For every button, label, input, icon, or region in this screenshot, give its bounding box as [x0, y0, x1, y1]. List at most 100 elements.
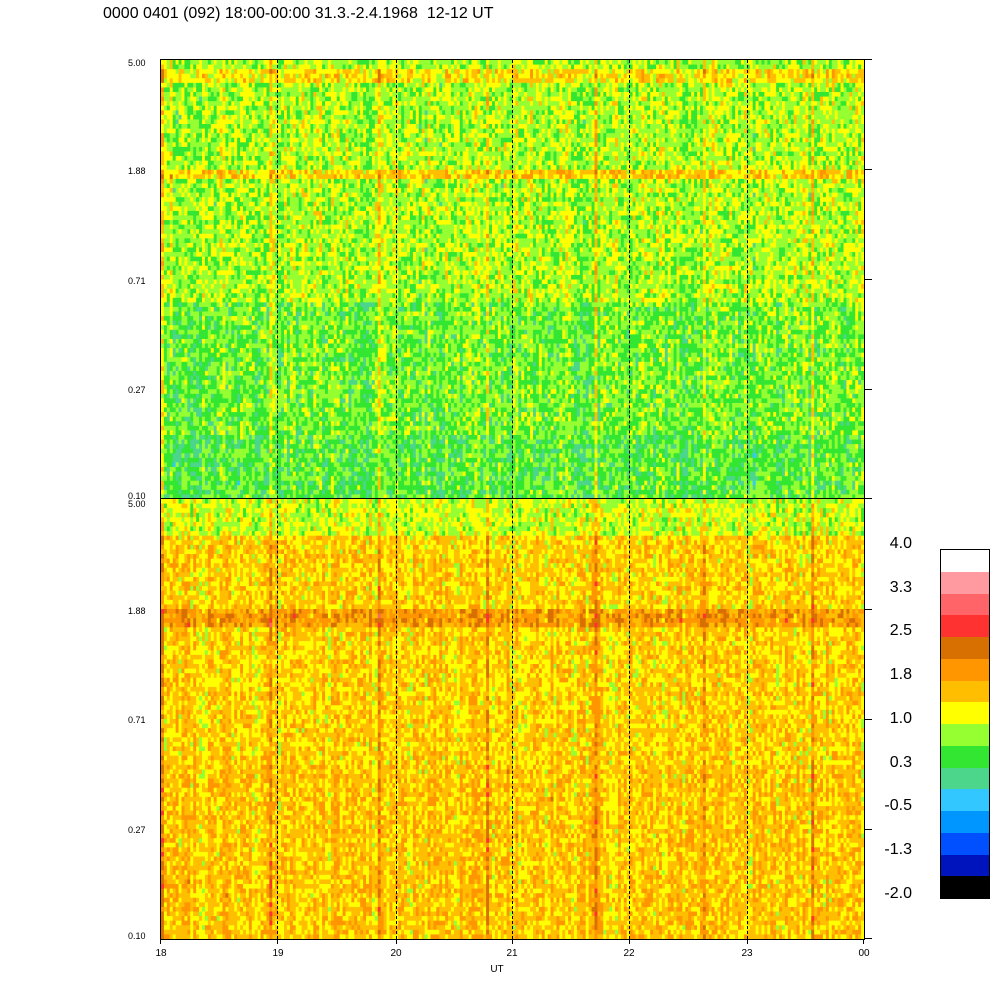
spectrogram-cell [248, 87, 253, 93]
spectrogram-cell [196, 92, 200, 98]
spectrogram-cell [184, 169, 188, 175]
spectrogram-cell [228, 343, 232, 349]
spectrogram-cell [178, 265, 183, 271]
spectrogram-cell [210, 128, 215, 134]
spectrogram-cell [190, 284, 194, 290]
spectrogram-cell [245, 274, 250, 281]
spectrogram-cell [237, 343, 241, 349]
spectrogram-cell [222, 480, 227, 486]
spectrogram-cell [204, 316, 209, 322]
spectrogram-cell [163, 247, 168, 253]
spectrogram-cell [245, 448, 250, 454]
spectrogram-cell [207, 82, 212, 89]
spectrogram-cell [225, 105, 229, 111]
spectrogram-cell [231, 256, 235, 262]
spectrogram-cell [234, 389, 238, 395]
spectrogram-cell [175, 434, 180, 441]
spectrogram-cell [222, 137, 227, 143]
spectrogram-cell [213, 238, 218, 244]
spectrogram-cell [216, 306, 221, 313]
spectrogram-cell [190, 471, 194, 477]
spectrogram-cell [184, 471, 188, 477]
spectrogram-cell [219, 352, 224, 358]
spectrogram-cell [216, 92, 221, 98]
spectrogram-cell [184, 206, 188, 212]
spectrogram-cell [163, 137, 168, 143]
spectrogram-cell [207, 306, 212, 313]
spectrogram-cell [178, 352, 183, 358]
spectrogram-cell [254, 96, 259, 102]
spectrogram-cell [178, 416, 183, 422]
spectrogram-cell [175, 114, 180, 121]
spectrogram-cell [163, 416, 168, 422]
spectrogram-cell [193, 398, 197, 404]
spectrogram-cell [231, 192, 235, 198]
spectrogram-cell [248, 73, 253, 79]
spectrogram-cell [163, 439, 168, 445]
spectrogram-cell [181, 375, 186, 381]
spectrogram-cell [166, 384, 171, 390]
spectrogram-cell [199, 87, 203, 93]
spectrogram-cell [254, 110, 259, 116]
spectrogram-cell [219, 96, 224, 102]
spectrogram-cell [237, 261, 241, 267]
spectrogram-cell [204, 352, 209, 358]
spectrogram-cell [187, 128, 191, 134]
spectrogram-cell [245, 302, 250, 308]
spectrogram-cell [178, 402, 183, 409]
spectrogram-cell [251, 156, 256, 162]
spectrogram-cell [187, 114, 191, 121]
spectrogram-cell [237, 114, 241, 121]
spectrogram-cell [245, 96, 250, 102]
spectrogram-cell [234, 82, 238, 89]
spectrogram-cell [178, 476, 183, 482]
spectrogram-cell [210, 146, 215, 153]
spectrogram-cell [234, 421, 238, 427]
spectrogram-cell [190, 215, 194, 221]
spectrogram-cell [248, 389, 253, 395]
spectrogram-cell [207, 146, 212, 153]
spectrogram-cell [207, 224, 212, 230]
spectrogram-cell [175, 485, 180, 491]
spectrogram-cell [187, 169, 191, 175]
spectrogram-cell [199, 425, 203, 431]
spectrogram-cell [184, 124, 188, 130]
spectrogram-cell [184, 476, 188, 482]
spectrogram-cell [161, 160, 165, 166]
spectrogram-cell [175, 96, 180, 102]
spectrogram-cell [193, 320, 197, 326]
spectrogram-cell [166, 60, 171, 66]
spectrogram-cell [210, 224, 215, 230]
spectrogram-cell [175, 92, 180, 98]
spectrogram-cell [204, 233, 209, 239]
spectrogram-cell [216, 169, 221, 175]
spectrogram-cell [225, 334, 229, 340]
spectrogram-cell [237, 448, 241, 454]
spectrogram-cell [184, 494, 188, 499]
spectrogram-cell [204, 288, 209, 294]
spectrogram-cell [210, 448, 215, 454]
spectrogram-cell [213, 338, 218, 345]
spectrogram-cell [219, 325, 224, 331]
spectrogram-cell [248, 78, 253, 84]
spectrogram-cell [248, 284, 253, 290]
spectrogram-cell [222, 416, 227, 422]
spectrogram-cell [178, 412, 183, 418]
spectrogram-cell [175, 329, 180, 335]
spectrogram-cell [199, 325, 203, 331]
spectrogram-cell [234, 320, 238, 326]
spectrogram-cell [225, 178, 229, 185]
spectrogram-cell [202, 348, 206, 354]
spectrogram-cell [219, 466, 224, 473]
spectrogram-cell [175, 229, 180, 235]
spectrogram-cell [169, 430, 174, 436]
spectrogram-cell [243, 92, 247, 98]
spectrogram-cell [243, 124, 247, 130]
spectrogram-cell [248, 476, 253, 482]
spectrogram-cell [166, 87, 171, 93]
spectrogram-cell [231, 220, 235, 226]
spectrogram-cell [190, 110, 194, 116]
spectrogram-cell [207, 398, 212, 404]
spectrogram-cell [240, 169, 244, 175]
spectrogram-cell [231, 160, 235, 166]
